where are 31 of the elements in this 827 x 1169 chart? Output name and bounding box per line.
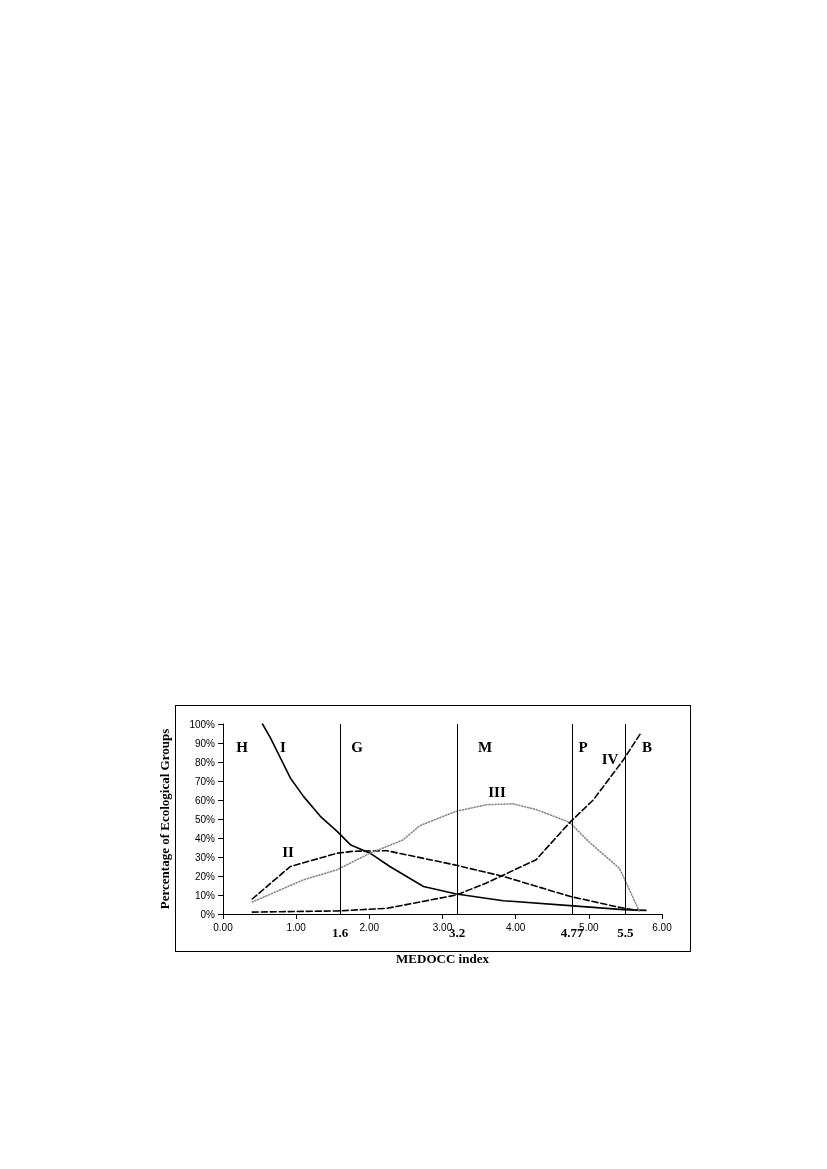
annotation: I <box>280 739 287 755</box>
x-tick-label: 1.00 <box>286 921 307 933</box>
y-tick-label: 100% <box>189 718 216 730</box>
x-tick-label: 2.00 <box>359 921 380 933</box>
annotation: B <box>641 739 653 755</box>
x-tick-label: 0.00 <box>213 921 234 933</box>
line-series <box>251 803 641 912</box>
y-tick-label: 60% <box>194 794 216 806</box>
annotation: P <box>578 739 588 755</box>
annotation: III <box>488 784 506 800</box>
y-tick-label: 40% <box>194 832 216 844</box>
y-tick-label: 70% <box>194 775 216 787</box>
x-tick-label: 4.00 <box>505 921 526 933</box>
y-tick-label: 30% <box>194 851 216 863</box>
y-tick-label: 50% <box>194 813 216 825</box>
y-axis-title: Percentage of Ecological Groups <box>157 728 172 910</box>
y-tick-label: 80% <box>194 756 216 768</box>
x-tick-label: 6.00 <box>652 921 673 933</box>
y-tick-label: 10% <box>194 889 216 901</box>
ref-line-label: 5.5 <box>617 925 635 940</box>
annotation: H <box>236 739 249 755</box>
y-tick-label: 20% <box>194 870 216 882</box>
y-tick-label: 0% <box>200 908 216 920</box>
annotation: IV <box>601 751 619 767</box>
y-tick-label: 90% <box>194 737 216 749</box>
ref-line-label: 1.6 <box>331 925 349 940</box>
annotation: M <box>477 739 493 755</box>
annotation: II <box>282 844 294 860</box>
ref-line-label: 3.2 <box>449 925 466 940</box>
x-axis-title: MEDOCC index <box>396 951 490 966</box>
annotation: G <box>351 739 364 755</box>
